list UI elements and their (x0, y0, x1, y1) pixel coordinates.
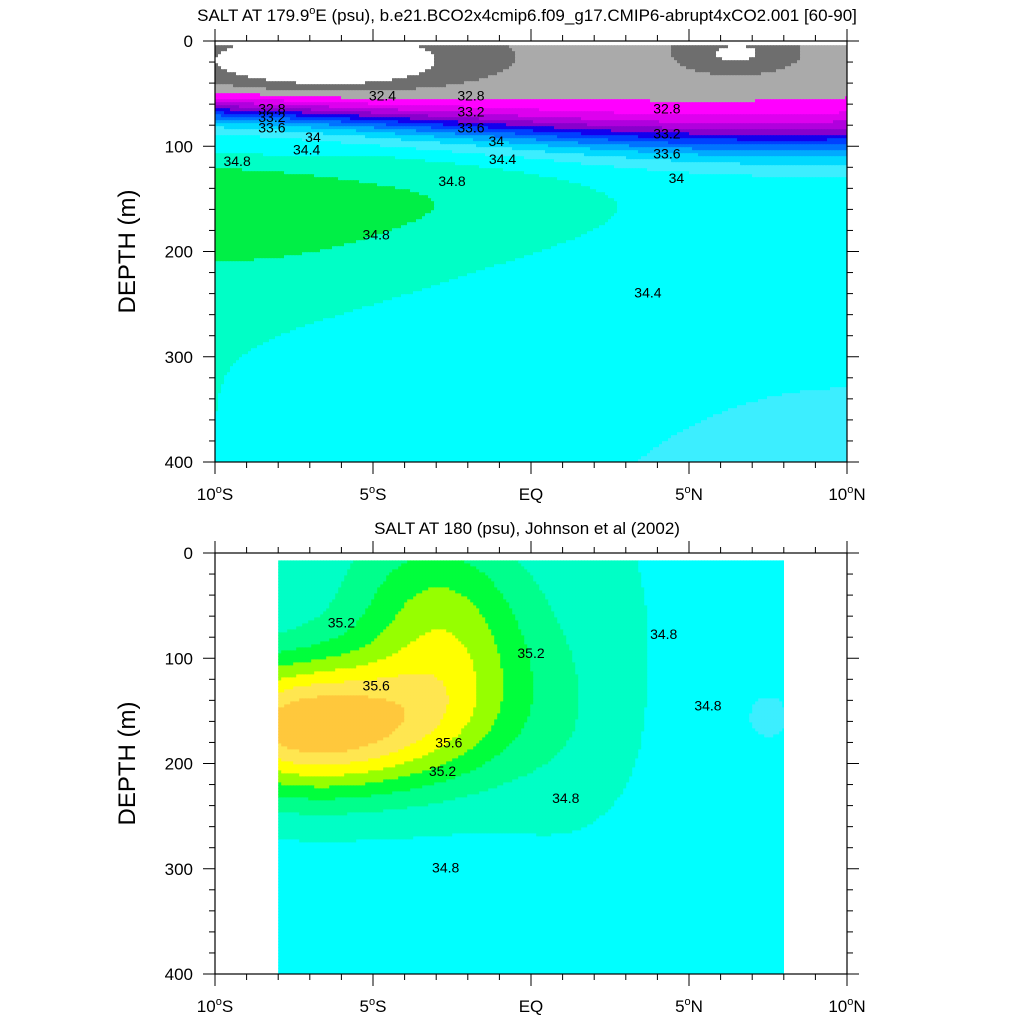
panel-title: SALT AT 179.9oE (psu), b.e21.BCO2x4cmip6… (197, 5, 857, 25)
panel-1: SALT AT 179.9oE (psu), b.e21.BCO2x4cmip6… (114, 5, 866, 504)
salinity-field (215, 45, 847, 462)
